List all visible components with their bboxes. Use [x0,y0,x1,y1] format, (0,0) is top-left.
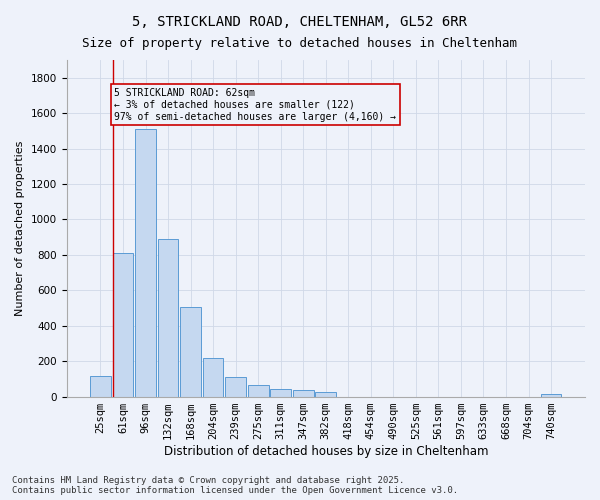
Bar [203,358,223,397]
Bar [158,239,178,396]
Bar [135,129,156,396]
Bar [90,376,111,396]
Bar [541,394,562,396]
Bar [316,392,336,396]
Bar [271,390,291,396]
Text: Contains HM Land Registry data © Crown copyright and database right 2025.
Contai: Contains HM Land Registry data © Crown c… [12,476,458,495]
Bar [180,307,201,396]
Text: 5 STRICKLAND ROAD: 62sqm
← 3% of detached houses are smaller (122)
97% of semi-d: 5 STRICKLAND ROAD: 62sqm ← 3% of detache… [115,88,397,122]
Bar [248,385,269,396]
Bar [225,377,246,396]
Text: Size of property relative to detached houses in Cheltenham: Size of property relative to detached ho… [83,38,517,51]
Bar [293,390,314,396]
Bar [113,253,133,396]
Text: 5, STRICKLAND ROAD, CHELTENHAM, GL52 6RR: 5, STRICKLAND ROAD, CHELTENHAM, GL52 6RR [133,15,467,29]
Y-axis label: Number of detached properties: Number of detached properties [15,140,25,316]
X-axis label: Distribution of detached houses by size in Cheltenham: Distribution of detached houses by size … [164,444,488,458]
